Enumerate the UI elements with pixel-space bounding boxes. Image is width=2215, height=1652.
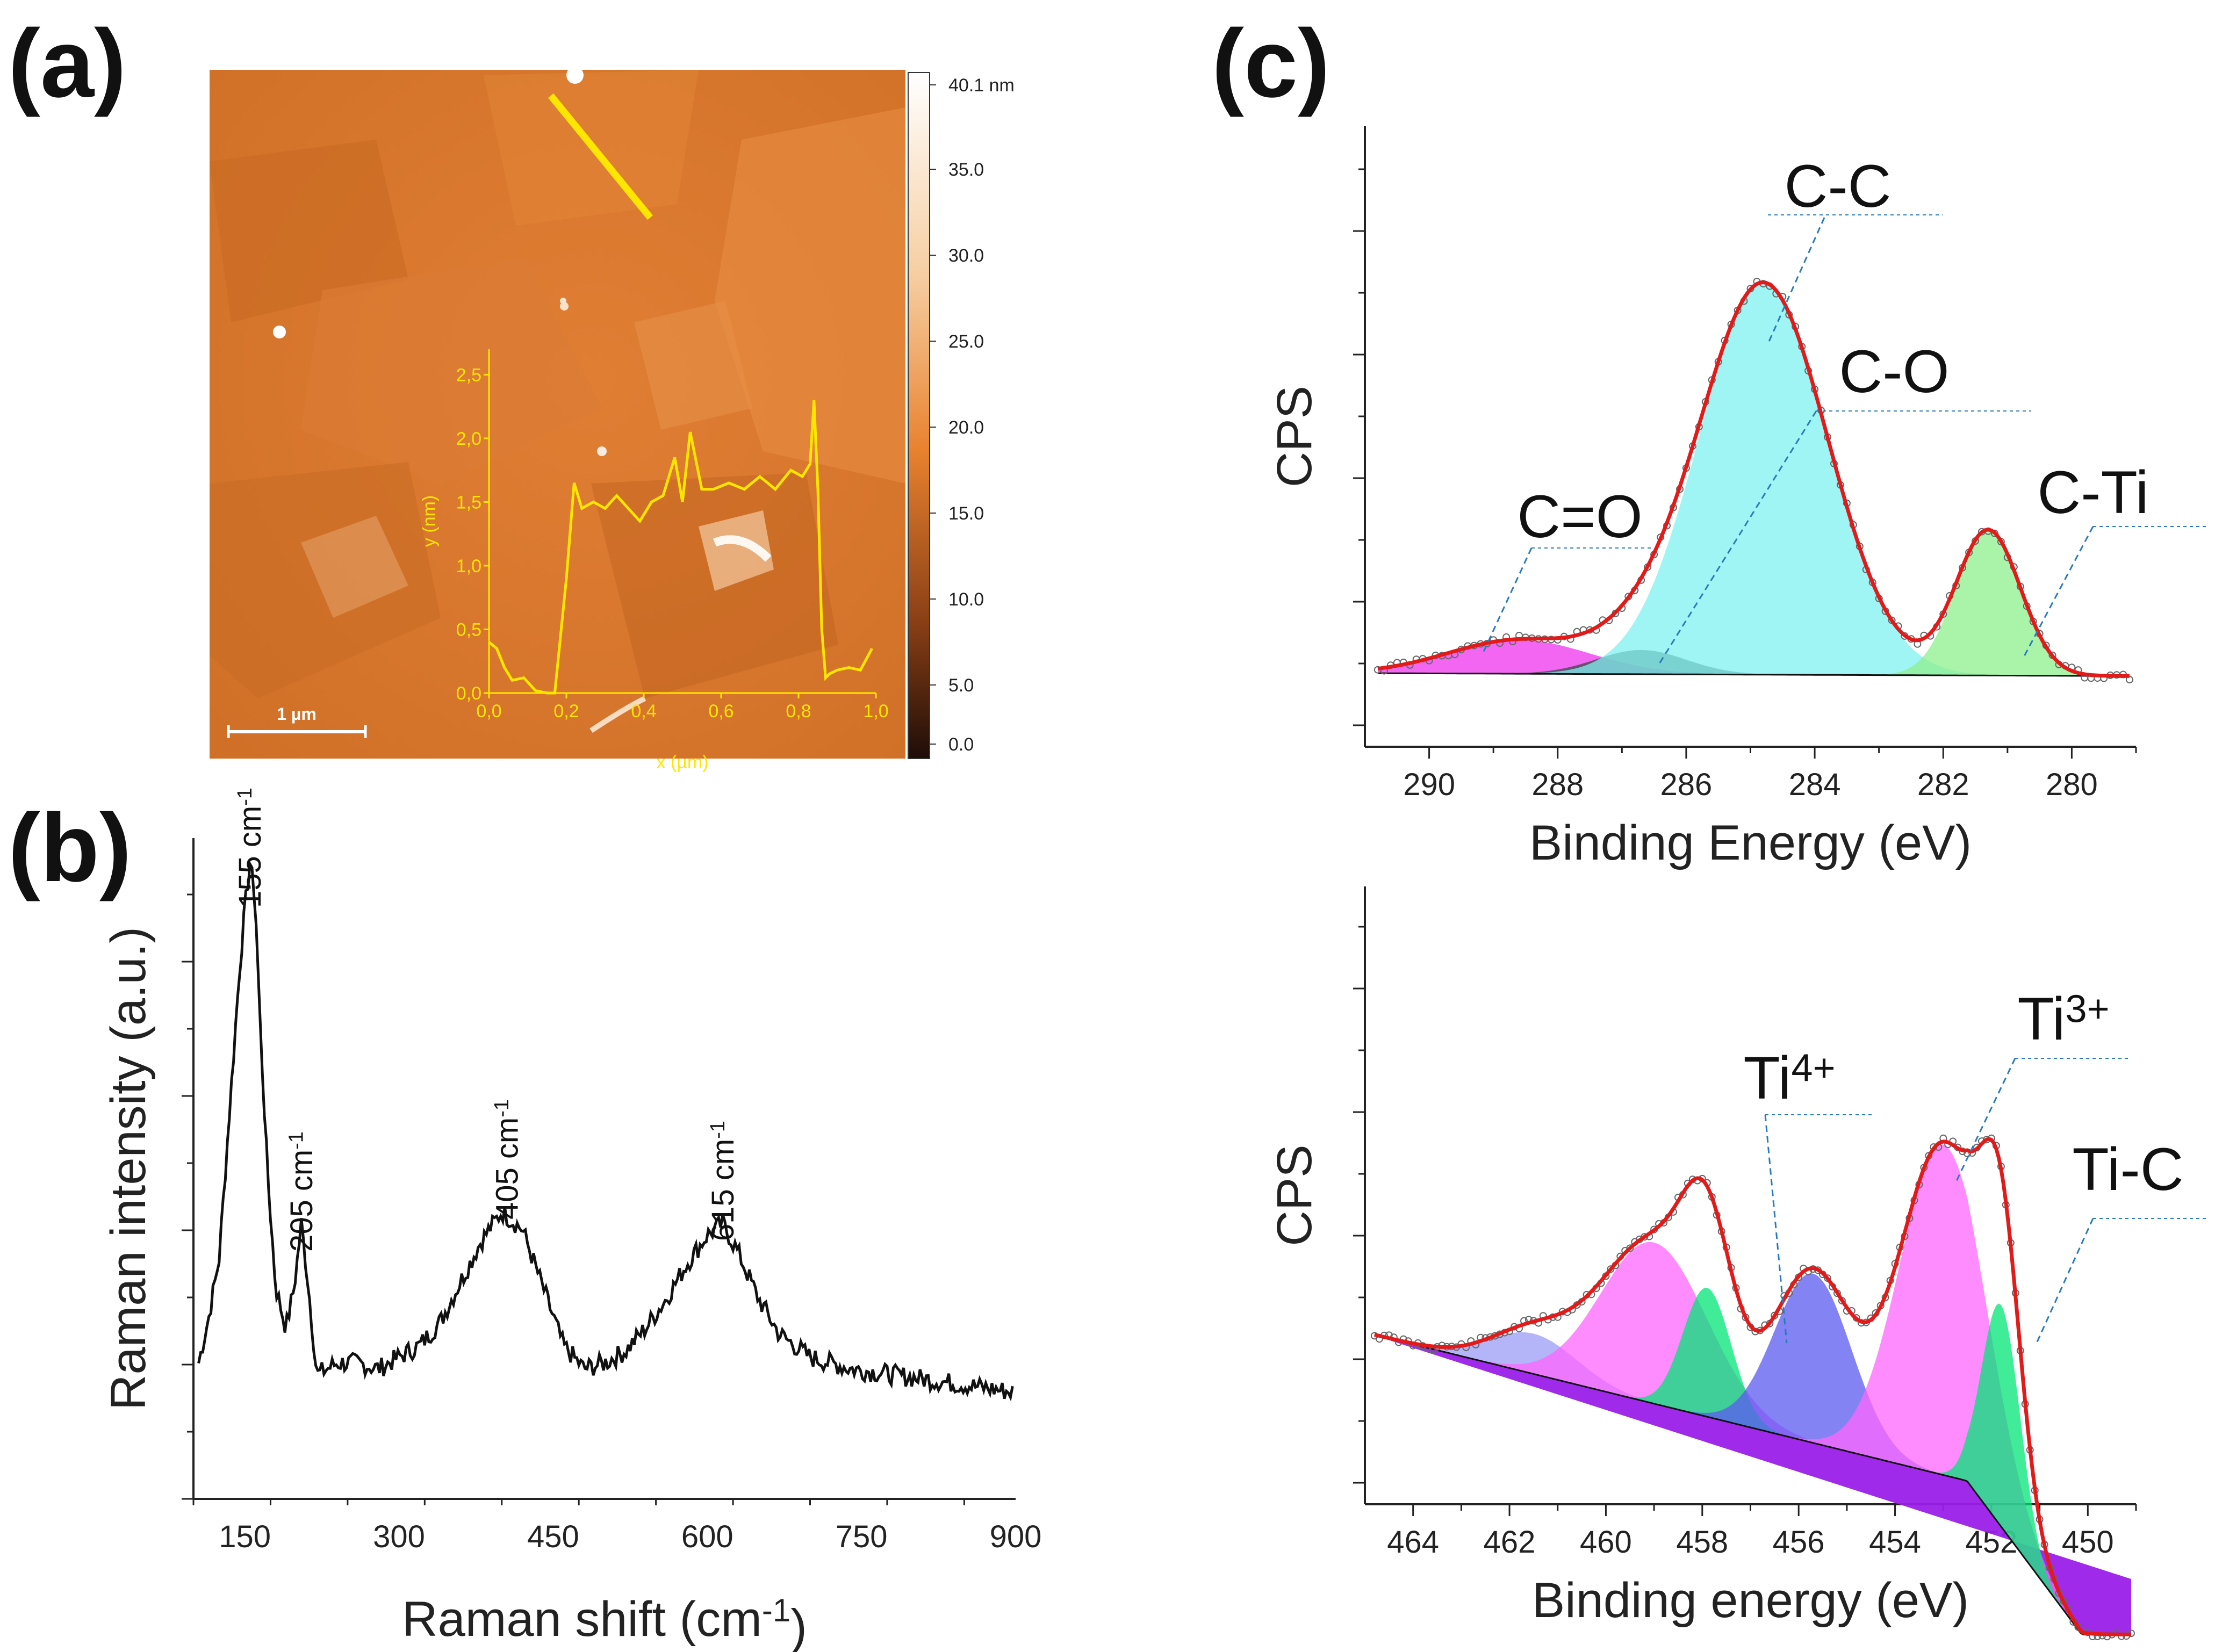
raman-chart: 150 300 450 600 750 900 Raman shift (cm-1) Rama… <box>101 788 1041 1652</box>
colorbar-tick-label: 15.0 <box>948 503 984 524</box>
xps-background-line <box>1377 672 2130 677</box>
raman-x-tick-label: 150 <box>219 1519 271 1554</box>
raman-x-tick-label: 750 <box>836 1519 888 1554</box>
raman-y-label: Raman intensity (a.u.) <box>101 927 156 1410</box>
xps-raw-data-point <box>1626 1244 1634 1252</box>
xps-x-tick-label: 458 <box>1676 1525 1728 1560</box>
inset-y-tick-label: 2,0 <box>456 429 481 449</box>
xps-x-tick-label: 284 <box>1789 767 1841 802</box>
xps-x-tick-label: 462 <box>1484 1525 1536 1560</box>
xps-x-tick-label: 290 <box>1403 767 1455 802</box>
colorbar-tick-label: 0.0 <box>948 734 974 755</box>
xps-peak-label: C-Ti <box>2037 459 2148 526</box>
xps-x-label: Binding Energy (eV) <box>1529 816 1972 870</box>
raman-x-tick-label: 600 <box>681 1519 733 1554</box>
xps-envelope-fit <box>1377 280 2130 678</box>
inset-x-tick-label: 0,6 <box>708 701 733 722</box>
inset-x-tick-label: 0,4 <box>631 701 656 722</box>
colorbar-tick-label: 35.0 <box>948 160 984 180</box>
scale-bar-label: 1 µm <box>277 704 317 724</box>
colorbar-tick-label: 25.0 <box>948 331 984 352</box>
afm-colorbar: 40.1 nm 35.0 30.0 25.0 20.0 15.0 10.0 5.0 0.0 <box>908 72 1015 759</box>
raman-peak-label: 155 cm-1 <box>233 788 268 908</box>
xps-raw-data-point <box>1607 1265 1615 1273</box>
xps-label-leader <box>1767 217 1825 344</box>
afm-height-profile-inset: 0,0 0,2 0,4 0,6 0,8 1,0 0,0 0,5 1,0 1,5 2,0 2,5 x (µ… <box>419 349 889 773</box>
inset-y-label: y (nm) <box>419 495 440 547</box>
xps-peak-label: C-C <box>1784 153 1891 220</box>
afm-image: 1 µm 0,0 0,2 0,4 0,6 0,8 1,0 0,0 0,5 1,0 1,5 2,0 2,… <box>210 70 905 773</box>
colorbar-tick-label: 20.0 <box>948 417 984 438</box>
inset-y-tick-label: 0,5 <box>456 619 481 640</box>
afm-profile-line <box>548 93 653 220</box>
colorbar-tick-label: 10.0 <box>948 589 984 610</box>
inset-y-tick-label: 1,5 <box>456 492 481 513</box>
inset-x-tick-label: 0,0 <box>476 701 501 722</box>
xps-label-leader <box>1657 410 1817 667</box>
raman-x-tick-label: 450 <box>527 1519 579 1554</box>
inset-x-label: x (µm) <box>656 752 708 773</box>
xps-x-tick-label: 450 <box>2062 1525 2114 1560</box>
xps-component-peak <box>1933 1303 2069 1617</box>
xps-peak-label-ti4: Ti4+ <box>1743 1044 1835 1112</box>
xps-x-tick-label: 464 <box>1387 1525 1439 1560</box>
xps-peak-label: C-O <box>1839 338 1949 405</box>
xps-label-leader <box>1764 1114 1788 1344</box>
xps-x-label: Binding energy (eV) <box>1532 1573 1969 1628</box>
raman-peak-label: 615 cm-1 <box>706 1121 740 1241</box>
xps-x-tick-label: 286 <box>1660 767 1713 802</box>
raman-x-tick-label: 300 <box>373 1519 425 1554</box>
afm-flakes <box>210 70 905 733</box>
inset-y-tick-label: 0,0 <box>456 683 481 704</box>
xps-y-label: CPS <box>1267 1144 1322 1246</box>
xps-x-tick-label: 454 <box>1869 1525 1921 1560</box>
xps-label-leader <box>1955 1058 2016 1182</box>
xps-x-tick-label: 288 <box>1531 767 1584 802</box>
raman-x-label: Raman shift (cm-1) <box>402 1592 807 1652</box>
inset-profile-line <box>488 400 874 695</box>
xps-peak-label-ti3: Ti3+ <box>2017 985 2109 1052</box>
panel-label-b: (b) <box>8 794 132 902</box>
xps-label-leader <box>1482 547 1533 653</box>
xps-x-tick-label: 280 <box>2046 767 2098 802</box>
inset-y-tick-label: 2,5 <box>456 365 481 385</box>
xps-envelope-fit <box>1374 1137 2131 1636</box>
xps-c1s-chart: 290 288 286 284 282 280 Binding Energy (eV) CPS… <box>1267 126 2206 870</box>
xps-x-tick-label: 460 <box>1580 1525 1632 1560</box>
inset-x-tick-label: 0,2 <box>553 701 579 722</box>
colorbar-tick-label: 30.0 <box>948 246 984 266</box>
xps-x-tick-label: 456 <box>1773 1525 1825 1560</box>
xps-y-label: CPS <box>1267 386 1322 487</box>
raman-spectrum-line <box>197 860 1014 1402</box>
xps-component-peak <box>1377 640 1773 675</box>
colorbar-gradient <box>908 72 930 759</box>
xps-component-peak <box>1872 530 2101 676</box>
xps-peak-label: C=O <box>1517 483 1642 550</box>
xps-label-leader <box>2022 526 2094 659</box>
xps-component-peak <box>1531 283 1991 676</box>
raman-peak-label: 205 cm-1 <box>284 1131 319 1252</box>
xps-label-leader <box>2036 1218 2094 1344</box>
inset-x-tick-label: 1,0 <box>863 701 888 722</box>
raman-peak-label: 405 cm-1 <box>490 1099 524 1220</box>
xps-x-tick-label: 282 <box>1917 767 1969 802</box>
panel-label-c: (c) <box>1212 10 1330 118</box>
inset-x-tick-label: 0,8 <box>786 701 811 722</box>
panel-label-a: (a) <box>8 10 126 118</box>
xps-peak-label-tic: Ti-C <box>2072 1136 2183 1203</box>
colorbar-tick-label: 40.1 nm <box>948 75 1015 96</box>
raman-x-tick-label: 900 <box>990 1519 1042 1554</box>
xps-background-line <box>1374 1333 2131 1635</box>
xps-raw-data-point <box>1990 529 1998 537</box>
inset-y-tick-label: 1,0 <box>456 556 481 576</box>
colorbar-tick-label: 5.0 <box>948 675 974 696</box>
